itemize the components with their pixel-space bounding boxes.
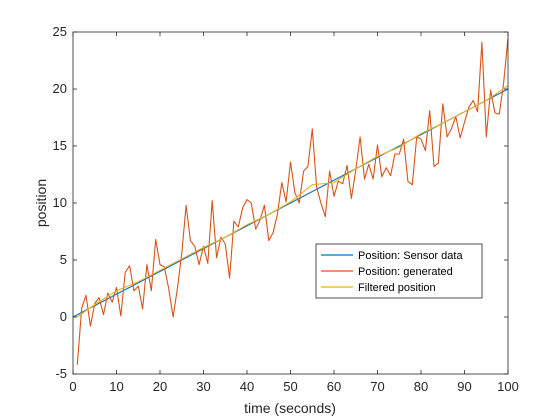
legend-label-2: Filtered position	[358, 282, 436, 294]
x-tick-label-10: 100	[497, 379, 519, 394]
y-axis-label: position	[33, 179, 49, 227]
y-tick-label-1: 0	[60, 309, 67, 324]
x-tick-label-4: 40	[240, 379, 254, 394]
x-tick-label-7: 70	[370, 379, 384, 394]
legend-label-1: Position: generated	[358, 266, 453, 278]
x-tick-label-9: 90	[457, 379, 471, 394]
legend: Position: Sensor data Position: generated…	[316, 244, 482, 298]
y-tick-label-4: 15	[53, 138, 67, 153]
legend-label-0: Position: Sensor data	[358, 250, 463, 262]
y-tick-label-6: 25	[53, 24, 67, 39]
y-tick-label-5: 20	[53, 81, 67, 96]
y-tick-label-0: -5	[55, 366, 67, 381]
y-tick-label-3: 10	[53, 195, 67, 210]
x-tick-label-0: 0	[69, 379, 76, 394]
x-tick-label-3: 30	[196, 379, 210, 394]
y-tick-label-2: 5	[60, 252, 67, 267]
x-tick-label-1: 10	[109, 379, 123, 394]
x-axis-label: time (seconds)	[244, 400, 336, 416]
x-tick-label-6: 60	[327, 379, 341, 394]
x-tick-label-2: 20	[153, 379, 167, 394]
x-tick-label-5: 50	[283, 379, 297, 394]
x-tick-label-8: 80	[414, 379, 428, 394]
